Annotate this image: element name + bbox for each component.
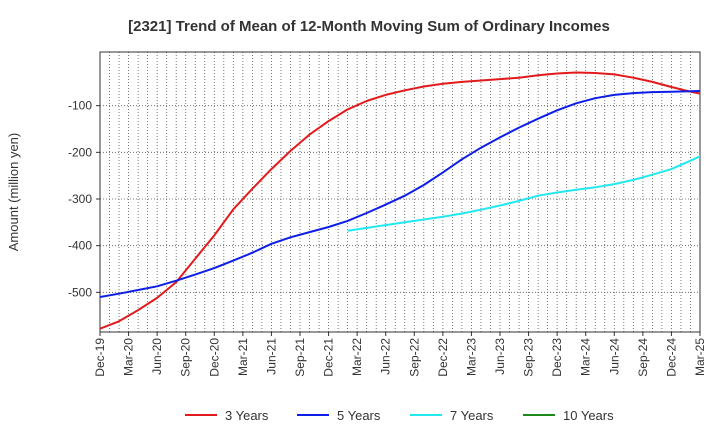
x-tick-label: Sep-23 bbox=[522, 338, 536, 377]
chart-title: [2321] Trend of Mean of 12-Month Moving … bbox=[128, 18, 610, 35]
x-tick-label: Sep-22 bbox=[407, 338, 421, 377]
y-tick-label: -200 bbox=[68, 145, 92, 159]
x-tick-label: Sep-20 bbox=[179, 338, 193, 377]
series-line-3-years bbox=[100, 71, 700, 330]
x-tick-label: Sep-24 bbox=[636, 338, 650, 377]
y-tick-label: -500 bbox=[68, 285, 92, 299]
x-tick-label: Sep-21 bbox=[293, 338, 307, 377]
x-tick-label: Dec-20 bbox=[207, 338, 221, 377]
x-tick-label: Mar-20 bbox=[122, 338, 136, 376]
x-axis-ticks: Dec-19 Mar-20 Jun-20 Sep-20 Dec-20 Mar-21 Jun-… bbox=[93, 332, 707, 377]
x-tick-label: Mar-25 bbox=[693, 338, 707, 376]
plot-area bbox=[99, 51, 701, 333]
x-tick-label: Mar-24 bbox=[579, 338, 593, 376]
y-axis-ticks: -100 -200 -300 -400 -500 bbox=[68, 99, 100, 299]
legend: 3 Years 5 Years 7 Years 10 Years bbox=[185, 408, 614, 423]
x-tick-label: Mar-22 bbox=[350, 338, 364, 376]
legend-label: 10 Years bbox=[563, 408, 614, 423]
x-tick-label: Dec-21 bbox=[322, 338, 336, 377]
x-tick-label: Jun-20 bbox=[150, 338, 164, 375]
x-tick-label: Dec-24 bbox=[664, 338, 678, 377]
series-line-7-years bbox=[347, 155, 700, 232]
x-tick-label: Dec-19 bbox=[93, 338, 107, 377]
x-tick-label: Jun-22 bbox=[379, 338, 393, 375]
y-tick-label: -100 bbox=[68, 99, 92, 113]
legend-label: 3 Years bbox=[225, 408, 269, 423]
x-tick-label: Jun-24 bbox=[607, 338, 621, 375]
series-layer bbox=[100, 71, 700, 330]
grid bbox=[100, 52, 700, 332]
y-tick-label: -300 bbox=[68, 192, 92, 206]
x-tick-label: Dec-22 bbox=[436, 338, 450, 377]
series-line-5-years bbox=[100, 89, 700, 298]
y-tick-label: -400 bbox=[68, 239, 92, 253]
y-axis-title: Amount (million yen) bbox=[6, 133, 21, 252]
x-tick-label: Jun-21 bbox=[264, 338, 278, 375]
x-tick-label: Dec-23 bbox=[550, 338, 564, 377]
x-tick-label: Mar-21 bbox=[236, 338, 250, 376]
legend-label: 7 Years bbox=[450, 408, 494, 423]
legend-label: 5 Years bbox=[337, 408, 381, 423]
x-tick-label: Jun-23 bbox=[493, 338, 507, 375]
x-tick-label: Mar-23 bbox=[464, 338, 478, 376]
